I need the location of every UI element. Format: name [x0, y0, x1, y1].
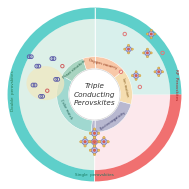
Circle shape	[150, 29, 152, 31]
Circle shape	[154, 71, 156, 73]
Circle shape	[146, 48, 149, 50]
Wedge shape	[94, 94, 181, 181]
Polygon shape	[147, 30, 155, 38]
Text: Single  perovskites: Single perovskites	[75, 173, 114, 177]
Circle shape	[98, 132, 100, 134]
Ellipse shape	[26, 66, 64, 100]
Circle shape	[161, 71, 164, 73]
Polygon shape	[90, 138, 99, 146]
Circle shape	[150, 33, 152, 35]
Circle shape	[93, 136, 96, 139]
Wedge shape	[114, 70, 132, 104]
Wedge shape	[83, 57, 123, 78]
Circle shape	[98, 149, 100, 151]
Polygon shape	[81, 138, 89, 146]
Circle shape	[98, 141, 100, 143]
Circle shape	[139, 74, 141, 77]
Circle shape	[127, 52, 130, 54]
Circle shape	[103, 136, 105, 139]
Polygon shape	[132, 72, 140, 79]
Circle shape	[89, 149, 91, 151]
Circle shape	[143, 52, 145, 54]
Text: Phase structure: Phase structure	[62, 60, 87, 80]
Circle shape	[84, 136, 86, 139]
Polygon shape	[90, 129, 99, 137]
Circle shape	[89, 141, 91, 143]
Circle shape	[93, 141, 96, 143]
Circle shape	[69, 69, 120, 120]
Circle shape	[93, 132, 96, 134]
Circle shape	[154, 33, 156, 35]
Polygon shape	[90, 146, 99, 154]
Wedge shape	[94, 8, 181, 94]
Text: Oxygen vacancy: Oxygen vacancy	[88, 58, 118, 70]
Circle shape	[150, 37, 152, 39]
Text: RP  Perovskites: RP Perovskites	[174, 69, 178, 101]
Circle shape	[150, 52, 152, 54]
Text: Color match: Color match	[60, 98, 73, 120]
Circle shape	[93, 149, 96, 151]
Circle shape	[84, 145, 86, 147]
Polygon shape	[100, 138, 108, 146]
Circle shape	[158, 74, 160, 77]
Circle shape	[158, 71, 160, 73]
Circle shape	[93, 145, 96, 147]
Circle shape	[131, 74, 133, 77]
Circle shape	[99, 141, 101, 143]
Text: Triple
Conducting
Perovskites: Triple Conducting Perovskites	[74, 83, 115, 106]
Text: Double  perovskites: Double perovskites	[11, 70, 15, 111]
Circle shape	[135, 78, 137, 81]
Circle shape	[135, 71, 137, 73]
Text: Ion motion: Ion motion	[121, 78, 129, 98]
Polygon shape	[144, 49, 151, 57]
Circle shape	[93, 145, 96, 147]
Circle shape	[93, 128, 96, 130]
Polygon shape	[125, 45, 132, 53]
Wedge shape	[8, 8, 94, 181]
Wedge shape	[91, 101, 131, 132]
Circle shape	[146, 52, 149, 54]
Circle shape	[84, 141, 86, 143]
Circle shape	[131, 48, 133, 50]
Wedge shape	[57, 76, 92, 132]
Circle shape	[146, 56, 149, 58]
Circle shape	[93, 153, 96, 156]
Circle shape	[88, 141, 90, 143]
Circle shape	[146, 33, 149, 35]
Circle shape	[124, 48, 126, 50]
Circle shape	[127, 48, 130, 50]
Polygon shape	[155, 68, 163, 76]
Circle shape	[135, 74, 137, 77]
Circle shape	[89, 132, 91, 134]
Circle shape	[103, 145, 105, 147]
Wedge shape	[62, 59, 87, 82]
Circle shape	[93, 136, 96, 139]
Wedge shape	[19, 19, 95, 170]
Wedge shape	[94, 19, 170, 95]
Circle shape	[158, 67, 160, 69]
Wedge shape	[94, 94, 170, 170]
Circle shape	[127, 44, 130, 46]
Circle shape	[80, 141, 82, 143]
Circle shape	[103, 141, 105, 143]
Text: Electronegativity: Electronegativity	[99, 110, 126, 131]
Circle shape	[107, 141, 109, 143]
